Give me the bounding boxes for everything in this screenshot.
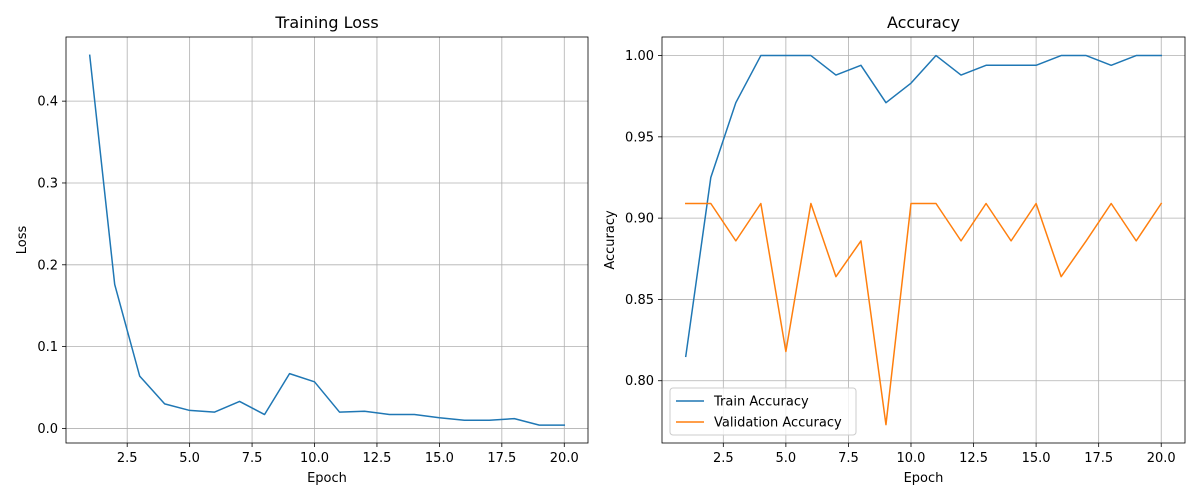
y-tick-label: 1.00 xyxy=(625,49,654,64)
x-tick-label: 7.5 xyxy=(838,451,859,466)
legend-box xyxy=(669,387,857,436)
x-tick-label: 17.5 xyxy=(487,451,516,466)
x-tick-label: 5.0 xyxy=(179,451,200,466)
y-tick-label: 0.90 xyxy=(625,212,654,227)
chart-panel-2: 2.5 5.0 7.5 10.0 12.5 15.0 17.5 20.0 0.80 0.85 0.9… xyxy=(603,13,1186,486)
x-tick-label: 10.0 xyxy=(300,451,329,466)
legend-label: Train Accuracy xyxy=(713,395,809,410)
y-tick-label: 0.3 xyxy=(37,176,58,191)
y-tick-label: 0.4 xyxy=(37,95,58,110)
x-tick-label: 15.0 xyxy=(1022,451,1051,466)
x-axis-label: Epoch xyxy=(307,471,347,486)
y-tick-label: 0.80 xyxy=(625,374,654,389)
x-tick-label: 12.5 xyxy=(959,451,988,466)
x-tick-label: 17.5 xyxy=(1084,451,1113,466)
legend-label: Validation Accuracy xyxy=(714,416,842,431)
y-tick-label: 0.85 xyxy=(625,293,654,308)
x-tick-label: 10.0 xyxy=(897,451,926,466)
y-axis-label: Accuracy xyxy=(603,210,618,270)
x-tick-label: 2.5 xyxy=(117,451,138,466)
y-tick-label: 0.2 xyxy=(37,258,58,273)
x-tick-label: 20.0 xyxy=(1147,451,1176,466)
x-tick-label: 12.5 xyxy=(362,451,391,466)
plot-area xyxy=(66,37,588,443)
x-tick-label: 15.0 xyxy=(425,451,454,466)
y-tick-label: 0.0 xyxy=(37,422,58,437)
chart-title: Training Loss xyxy=(274,13,378,32)
chart-legend: Train Accuracy Validation Accuracy xyxy=(669,387,857,436)
chart-title: Accuracy xyxy=(887,13,960,32)
series-line-train-accuracy xyxy=(684,54,1162,358)
plot-area xyxy=(662,37,1185,443)
x-tick-label: 7.5 xyxy=(242,451,263,466)
series-line-loss xyxy=(88,54,566,426)
series-line-validation-accuracy xyxy=(685,202,1163,426)
x-tick-label: 2.5 xyxy=(713,451,734,466)
y-tick-label: 0.95 xyxy=(625,130,654,145)
axes-frame xyxy=(661,36,1186,444)
y-tick-label: 0.1 xyxy=(37,340,58,355)
y-axis-label: Loss xyxy=(15,226,30,255)
axes-frame xyxy=(65,36,589,444)
x-tick-label: 5.0 xyxy=(776,451,797,466)
x-tick-label: 20.0 xyxy=(550,451,579,466)
x-axis-label: Epoch xyxy=(904,471,944,486)
chart-panel-1: 2.5 5.0 7.5 10.0 12.5 15.0 17.5 20.0 0.0 0.1 0.2 0.… xyxy=(15,13,589,486)
